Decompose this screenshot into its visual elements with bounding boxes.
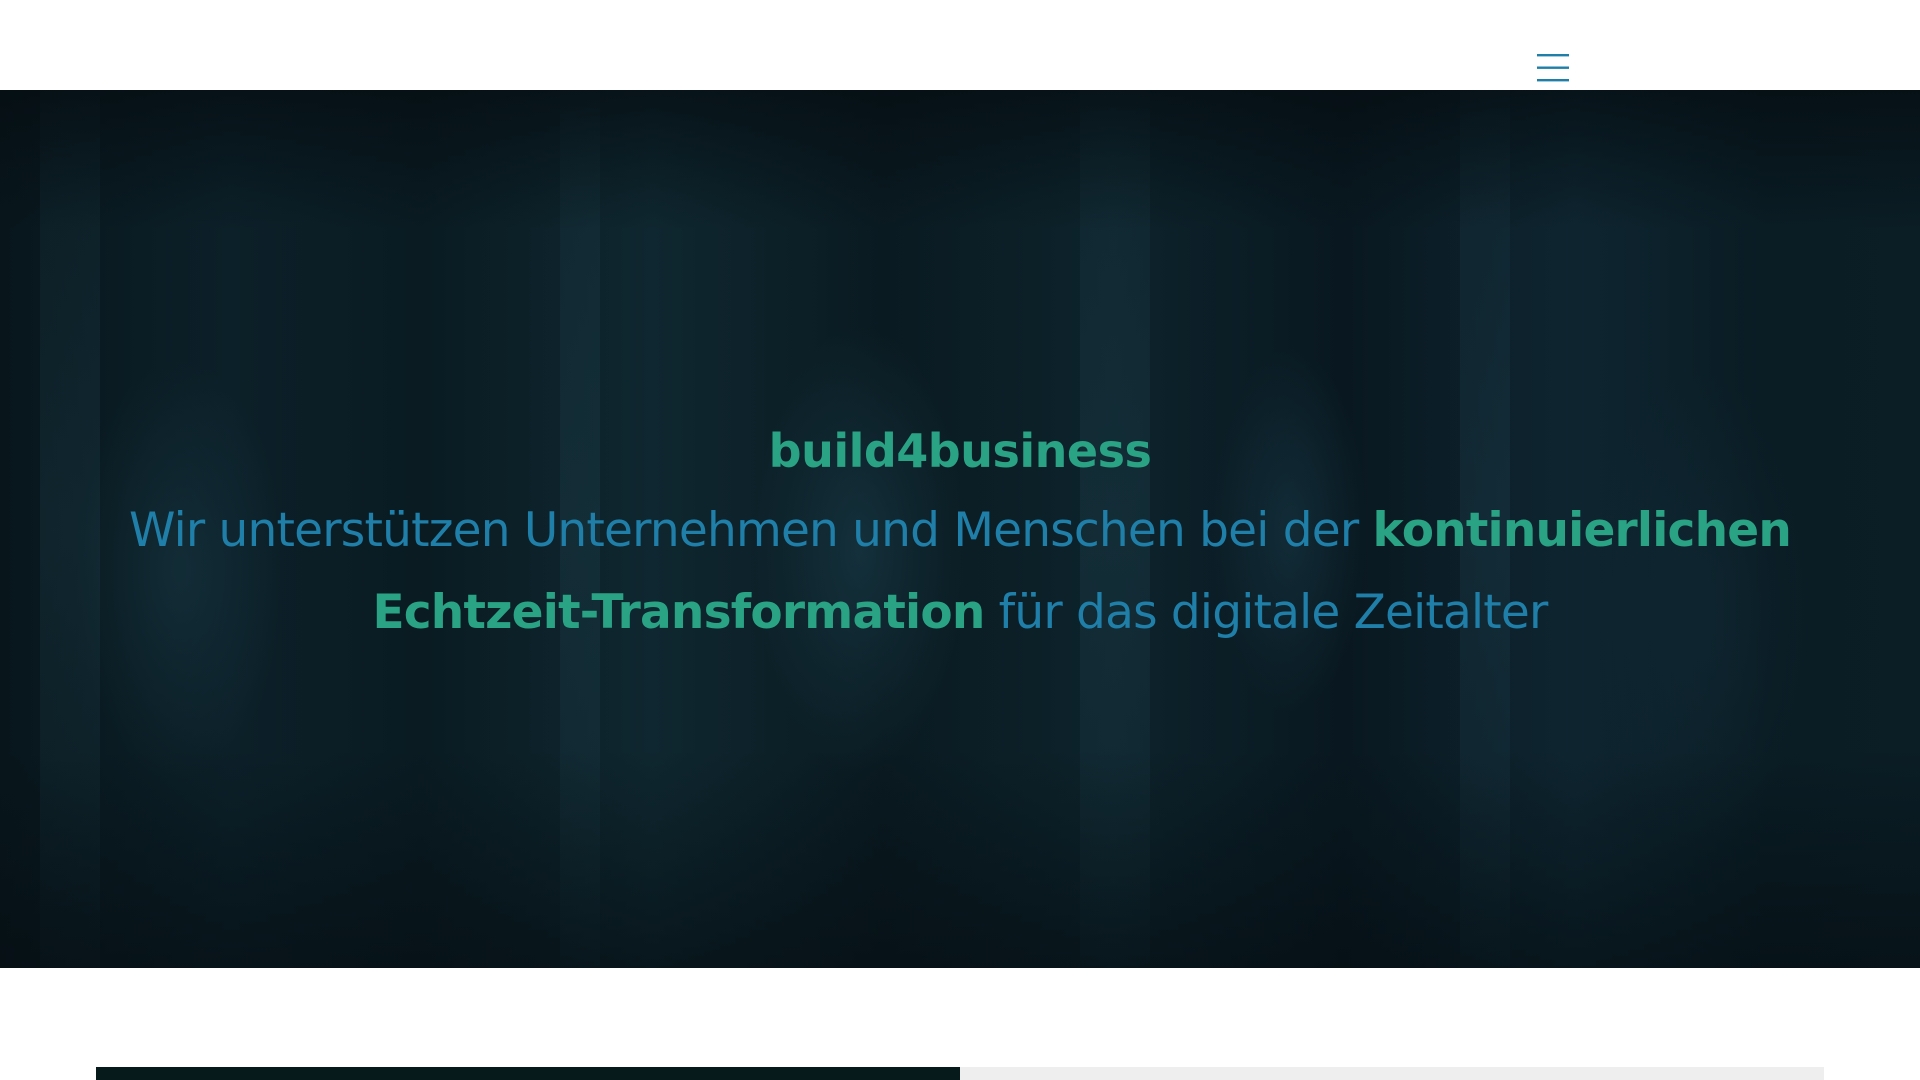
hero-subtitle-accent: kontinuierlichen Echtzeit-Transformation [372,503,1792,640]
hero-subtitle-part1: Wir unterstützen Unternehmen und Mensche… [128,503,1373,558]
hero-shade-top [0,90,1920,230]
hamburger-menu-icon[interactable] [1537,53,1569,83]
hero-subtitle-part2: für das digitale Zeitalter [984,585,1549,640]
hero-banner: build4business Wir unterstützen Unterneh… [0,90,1920,968]
content-panel-top-edge [960,1067,1824,1080]
hamburger-menu-glyph [1537,54,1569,82]
site-header [0,0,1920,90]
hero-shade-bottom [0,748,1920,968]
content-image-top-edge [96,1067,960,1080]
hero-text-block: build4business Wir unterstützen Unterneh… [0,418,1920,654]
hero-title: build4business [768,424,1152,478]
hero-subtitle: Wir unterstützen Unternehmen und Mensche… [90,490,1830,654]
